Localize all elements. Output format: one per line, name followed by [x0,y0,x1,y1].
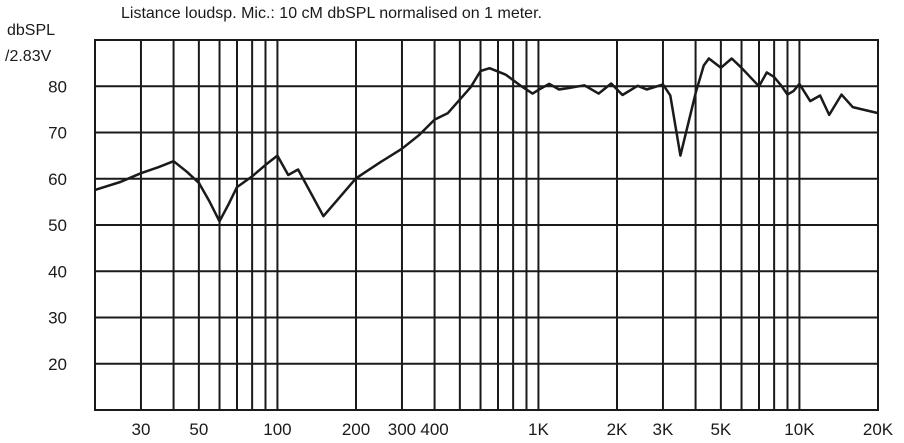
x-tick-label: 50 [189,420,208,439]
x-tick-label: 300 [388,420,416,439]
x-tick-label: 10K [784,420,815,439]
plot-frame [94,39,879,411]
y-tick-label: 40 [48,262,67,281]
x-tick-label: 3K [653,420,674,439]
x-tick-label: 400 [420,420,448,439]
horizontal-gridlines [95,85,878,365]
y-tick-label: 80 [48,77,67,96]
x-tick-label: 2K [607,420,628,439]
y-tick-label: 20 [48,355,67,374]
x-tick-label: 20K [863,420,894,439]
y-axis-label-unit: dbSPL [7,22,56,39]
response-curve-line [94,57,879,223]
series-group [94,57,879,223]
x-tick-label: 1K [528,420,549,439]
y-tick-labels: 20 30 40 50 60 70 80 [48,77,67,374]
x-tick-labels: 30 50 100 200 300 400 1K 2K 3K 5K 10K 20K [131,420,893,439]
y-tick-label: 30 [48,309,67,328]
y-tick-label: 60 [48,170,67,189]
y-tick-label: 70 [48,124,67,143]
x-tick-label: 100 [263,420,291,439]
y-axis-label-reference: /2.83V [5,48,52,65]
y-tick-label: 50 [48,216,67,235]
x-tick-label: 5K [710,420,731,439]
chart-title: Listance loudsp. Mic.: 10 cM dbSPL norma… [121,5,542,22]
x-tick-label: 200 [342,420,370,439]
x-tick-label: 30 [131,420,150,439]
